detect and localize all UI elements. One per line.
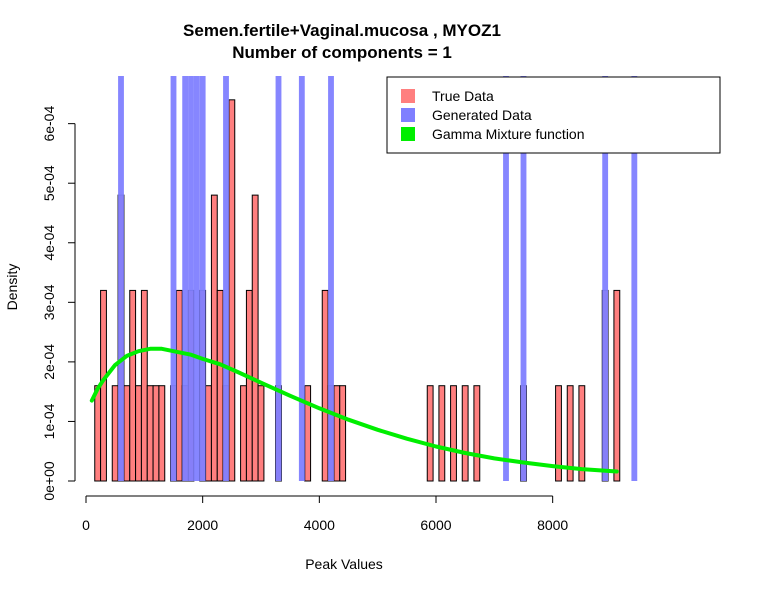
x-tick-label: 2000 <box>187 517 218 533</box>
true-data-bar <box>339 385 347 482</box>
true-data-bar <box>257 385 265 482</box>
true-data-bar <box>129 289 137 482</box>
y-tick-label: 4e-04 <box>41 225 57 261</box>
generated-data-bar <box>182 76 189 481</box>
true-data-bar <box>555 385 562 482</box>
true-data-bar <box>152 385 160 482</box>
generated-data-bar <box>188 76 194 481</box>
y-tick-label: 2e-04 <box>41 344 57 380</box>
true-data-bar <box>140 289 148 482</box>
chart-subtitle: Number of components = 1 <box>232 43 452 62</box>
true-data-bar <box>304 385 312 482</box>
axes: 0 2000 4000 6000 8000 0e+00 1e-04 2e-04 3e-04 4e-… <box>41 106 568 533</box>
generated-data-bar <box>298 76 305 481</box>
generated-data-bar <box>193 76 200 481</box>
true-data-bar <box>566 385 574 482</box>
x-tick-label: 4000 <box>304 517 335 533</box>
generated-data-bar <box>275 76 282 481</box>
true-data-bar <box>158 385 166 482</box>
true-data-bar <box>146 385 154 482</box>
true-data-bar <box>135 385 142 482</box>
legend-label: Gamma Mixture function <box>432 126 585 142</box>
x-axis-label: Peak Values <box>305 556 383 572</box>
legend: True Data Generated Data Gamma Mixture fun… <box>386 76 721 154</box>
true-data-bar <box>175 289 183 482</box>
true-data-bar <box>94 385 102 482</box>
generated-data-bar <box>223 76 229 481</box>
legend-swatch <box>401 108 415 122</box>
legend-label: Generated Data <box>432 107 532 123</box>
true-data-bar <box>216 289 224 482</box>
chart-title: Semen.fertile+Vaginal.mucosa , MYOZ1 <box>183 21 501 40</box>
true-data-bar <box>426 385 434 482</box>
true-data-bar <box>473 385 481 482</box>
legend-swatch <box>401 127 415 141</box>
true-data-bar <box>228 99 236 482</box>
y-tick-label: 1e-04 <box>41 403 57 439</box>
y-tick-label: 0e+00 <box>41 461 57 501</box>
true-data-bar <box>210 194 218 482</box>
y-tick-label: 3e-04 <box>41 284 57 320</box>
legend-box <box>386 76 721 154</box>
true-data-bar <box>450 385 457 482</box>
generated-data-bar <box>602 76 609 481</box>
generated-data-bar <box>170 76 177 481</box>
true-data-bar <box>438 385 446 482</box>
true-data-bar <box>240 385 247 482</box>
y-axis-label: Density <box>4 264 20 311</box>
true-data-bar <box>321 289 329 482</box>
generated-data-bar <box>118 76 124 481</box>
x-tick-label: 6000 <box>420 517 451 533</box>
x-tick-label: 0 <box>82 517 90 533</box>
plot-area <box>89 76 638 482</box>
generated-data-bar <box>199 76 206 481</box>
generated-data-bar <box>631 76 638 481</box>
y-tick-label: 6e-04 <box>41 106 57 142</box>
gamma-mixture-line <box>89 346 619 474</box>
legend-swatch <box>401 89 415 103</box>
generated-data-bar <box>520 76 527 481</box>
true-data-bar <box>578 385 586 482</box>
true-data-bar <box>245 289 253 482</box>
y-tick-label: 5e-04 <box>41 165 57 201</box>
generated-data-bar <box>503 76 509 481</box>
true-data-bar <box>461 385 469 482</box>
true-data-bar <box>123 385 131 482</box>
generated-data-bar <box>328 76 334 481</box>
true-data-bar <box>613 289 621 482</box>
true-data-bar <box>205 385 212 482</box>
legend-label: True Data <box>432 88 494 104</box>
true-data-bar <box>251 194 259 482</box>
true-data-bar <box>333 385 341 482</box>
x-tick-label: 8000 <box>537 517 568 533</box>
true-data-bar <box>111 385 119 482</box>
